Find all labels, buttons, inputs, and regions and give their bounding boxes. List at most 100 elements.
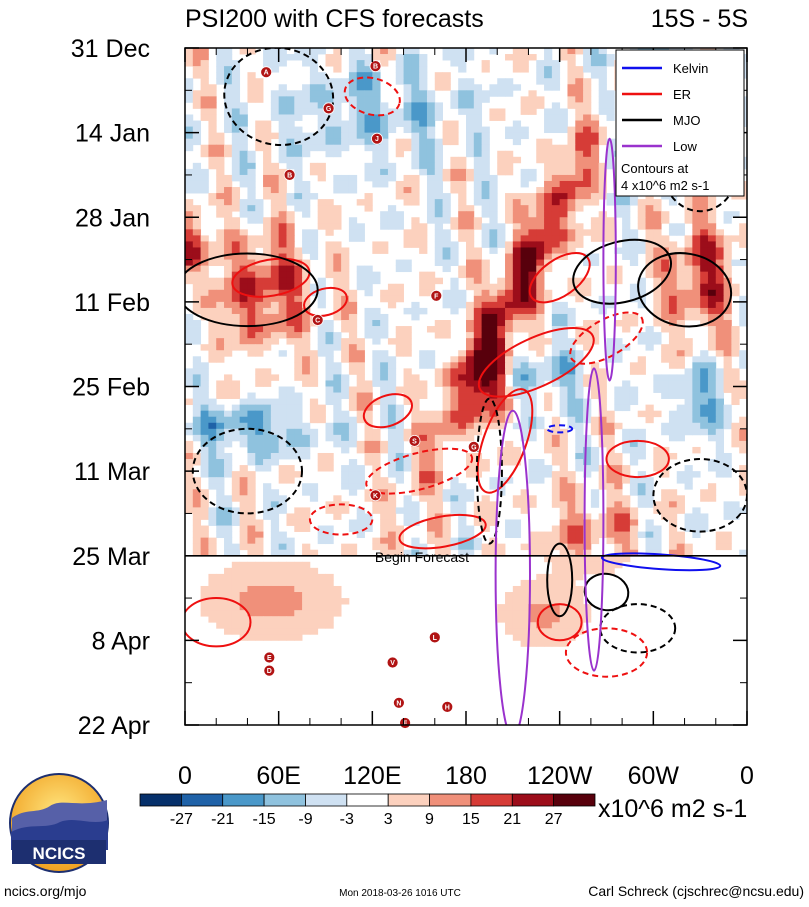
shade-cell — [731, 338, 740, 345]
shade-cell — [216, 301, 225, 309]
shade-cell — [684, 416, 693, 424]
shade-cell — [497, 477, 506, 484]
storm-letter: C — [315, 318, 320, 325]
shade-cell — [247, 295, 256, 303]
shade-cell — [270, 332, 280, 339]
shade-cell — [216, 579, 225, 587]
shade-cell — [411, 428, 420, 436]
shade-cell — [458, 428, 467, 436]
shade-cell — [192, 386, 202, 393]
shade-cell — [481, 410, 490, 418]
shade-cell — [317, 223, 326, 230]
shade-cell — [341, 440, 350, 448]
shade-cell — [185, 489, 194, 496]
shade-cell — [255, 265, 264, 273]
shade-cell — [325, 96, 334, 103]
shade-cell — [419, 543, 428, 551]
shade-cell — [590, 489, 600, 496]
shade-cell — [286, 422, 295, 430]
shade-cell — [434, 187, 443, 194]
shade-cell — [200, 392, 209, 399]
shade-cell — [668, 199, 678, 206]
shade-cell — [185, 90, 194, 97]
shade-cell — [263, 344, 272, 351]
shade-cell — [333, 495, 342, 502]
shade-cell — [341, 283, 350, 291]
shade-cell — [505, 416, 514, 424]
shade-cell — [567, 404, 576, 412]
shade-cell — [239, 495, 248, 502]
shade-cell — [411, 66, 420, 73]
shade-cell — [255, 235, 264, 242]
shade-cell — [520, 543, 529, 551]
shade-cell — [528, 247, 537, 254]
shade-cell — [466, 211, 475, 218]
shade-cell — [387, 120, 397, 127]
shade-cell — [270, 422, 280, 430]
shade-cell — [450, 495, 459, 502]
shade-cell — [387, 404, 397, 412]
shade-cell — [739, 229, 747, 236]
shade-cell — [536, 193, 545, 200]
shade-cell — [583, 126, 592, 134]
shade-cell — [622, 537, 631, 545]
shade-cell — [707, 313, 717, 321]
shade-cell — [551, 84, 561, 91]
shade-cell — [302, 313, 311, 321]
shade-cell — [270, 519, 280, 526]
shade-cell — [559, 386, 568, 393]
shade-cell — [380, 404, 389, 412]
shade-cell — [707, 356, 717, 363]
shade-cell — [348, 301, 358, 309]
shade-cell — [450, 241, 459, 248]
shade-cell — [302, 610, 311, 617]
shade-cell — [466, 247, 475, 254]
shade-cell — [224, 289, 233, 297]
shade-cell — [387, 531, 397, 539]
shade-cell — [255, 90, 264, 97]
shade-cell — [676, 320, 685, 327]
shade-cell — [380, 132, 389, 140]
shade-cell — [208, 616, 217, 623]
shade-cell — [224, 392, 233, 399]
shade-cell — [216, 471, 225, 478]
shade-cell — [356, 398, 365, 406]
shade-cell — [661, 380, 670, 387]
shade-cell — [395, 120, 404, 127]
shade-cell — [684, 265, 693, 273]
shade-cell — [512, 610, 522, 617]
shade-cell — [512, 598, 522, 605]
shade-cell — [231, 78, 241, 85]
shade-cell — [255, 549, 264, 557]
shade-cell — [255, 380, 264, 387]
shade-cell — [341, 320, 350, 327]
shade-cell — [544, 66, 553, 73]
shade-cell — [473, 114, 483, 121]
shade-cell — [575, 162, 584, 170]
shade-cell — [286, 326, 295, 333]
shade-cell — [707, 392, 717, 399]
shade-cell — [473, 368, 483, 375]
shade-cell — [239, 537, 248, 545]
shade-cell — [395, 265, 404, 273]
shade-cell — [387, 428, 397, 436]
shade-cell — [364, 398, 373, 406]
shade-cell — [567, 513, 576, 520]
shade-cell — [380, 513, 389, 520]
shade-cell — [466, 205, 475, 212]
shade-cell — [583, 180, 592, 188]
shade-cell — [512, 592, 522, 599]
shade-cell — [497, 604, 506, 611]
storm-marker — [392, 696, 405, 709]
shade-cell — [216, 422, 225, 430]
shade-cell — [434, 471, 443, 478]
shade-cell — [434, 72, 443, 79]
shade-cell — [505, 531, 514, 539]
shade-cell — [239, 174, 248, 182]
shade-cell — [426, 205, 436, 212]
shade-cell — [567, 313, 576, 321]
shade-cell — [192, 265, 202, 273]
shade-cell — [294, 446, 303, 454]
shade-cell — [551, 592, 561, 599]
shade-cell — [208, 108, 217, 115]
